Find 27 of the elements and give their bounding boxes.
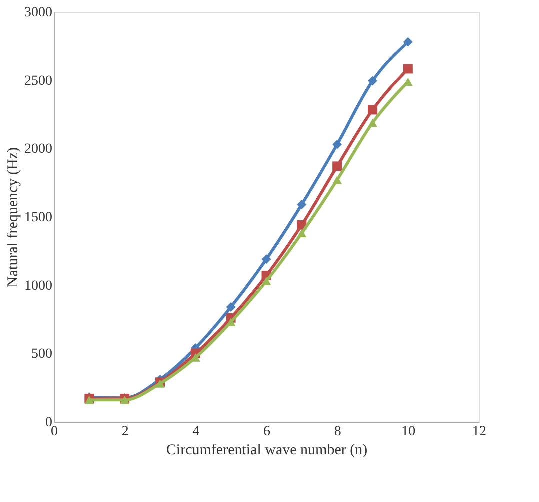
x-tick-label: 12 — [472, 424, 486, 440]
point — [403, 37, 413, 47]
point — [226, 302, 236, 312]
y-tick-label: 2500 — [24, 74, 52, 89]
y-tick-label: 500 — [32, 347, 52, 362]
x-tick-label: 8 — [334, 424, 342, 440]
y-tick-label: 3000 — [24, 6, 52, 20]
point — [403, 64, 413, 74]
point — [297, 229, 307, 238]
x-axis-title: Circumferential wave number (n) — [166, 442, 368, 458]
point — [332, 162, 342, 172]
y-axis-title: Natural frequency (Hz) — [6, 148, 22, 288]
y-tick-label: 1000 — [24, 278, 52, 294]
point — [332, 176, 342, 184]
y-tick-label: 2000 — [24, 142, 52, 158]
point — [368, 105, 378, 115]
y-tick-label: 1500 — [24, 210, 52, 226]
x-tick-label: 4 — [192, 424, 200, 440]
point — [297, 200, 307, 210]
point — [368, 76, 378, 86]
point — [368, 118, 378, 128]
x-tick-label: 2 — [122, 424, 129, 440]
point — [262, 254, 272, 264]
x-tick-label: 6 — [264, 424, 270, 440]
point — [332, 140, 342, 150]
x-tick-label: 10 — [402, 424, 416, 440]
point — [262, 277, 272, 286]
